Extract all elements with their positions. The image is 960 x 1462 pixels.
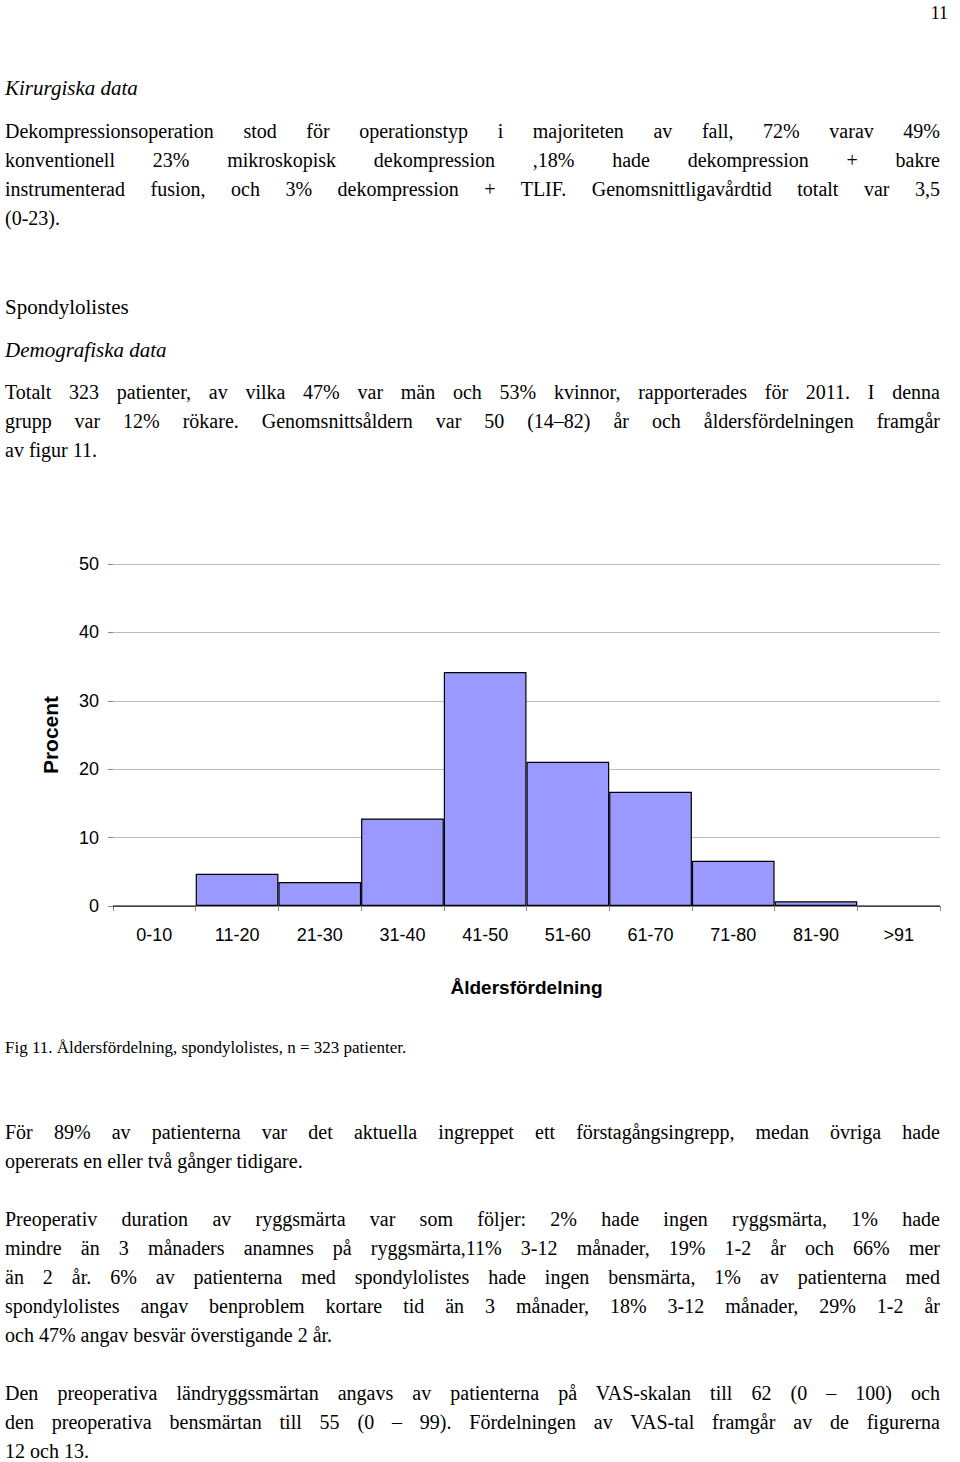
html-text:Demografiska data: Demografiska data [5, 338, 167, 362]
html-text:Kirurgiska data: Kirurgiska data [5, 76, 138, 100]
svg-text:10: 10 [79, 828, 99, 848]
svg-text:50: 50 [79, 554, 99, 574]
svg-text:11-20: 11-20 [215, 925, 260, 945]
html-text:instrumenterad fusion, och 3%: instrumenterad fusion, och 3% dekompress… [5, 178, 940, 200]
html-text:Fig 11. Åldersfördelning, spon: Fig 11. Åldersfördelning, spondylolistes… [5, 1038, 407, 1057]
html-text:(0-23).: (0-23). [5, 207, 60, 229]
html-text:Spondylolistes: Spondylolistes [5, 295, 129, 319]
html-text:opererats en eller två gånger: opererats en eller två gånger tidigare. [5, 1150, 303, 1172]
svg-text:31-40: 31-40 [379, 925, 425, 945]
html-text:den preoperativa bensmärtan ti: den preoperativa bensmärtan till 55 (0 –… [5, 1411, 940, 1433]
html-text:mindre än 3 månaders anamnes p: mindre än 3 månaders anamnes på ryggsmär… [5, 1237, 940, 1259]
html-text:11: 11 [930, 3, 948, 23]
svg-text:71-80: 71-80 [710, 925, 756, 945]
html-text:Totalt 323 patienter, av vilka: Totalt 323 patienter, av vilka 47% var m… [5, 381, 940, 403]
html-text:grupp var 12% rökare. Genomsni: grupp var 12% rökare. Genomsnittsåldern … [5, 410, 940, 432]
html-text:av figur 11.: av figur 11. [5, 439, 97, 461]
html-text:12 och 13.: 12 och 13. [5, 1440, 89, 1462]
svg-text:20: 20 [79, 759, 99, 779]
html-text:och 47% angav besvär överstiga: och 47% angav besvär överstigande 2 år. [5, 1324, 333, 1346]
html-text:Dekompressionsoperation stod f: Dekompressionsoperation stod för operati… [5, 120, 940, 142]
svg-text:0-10: 0-10 [136, 925, 172, 945]
svg-text:81-90: 81-90 [793, 925, 839, 945]
svg-text:30: 30 [79, 691, 99, 711]
html-text:spondylolistes angav benproble: spondylolistes angav benproblem kortare … [5, 1295, 940, 1317]
svg-text:>91: >91 [883, 925, 914, 945]
svg-text:0: 0 [89, 896, 99, 916]
html-text:än 2 år. 6% av patienterna med: än 2 år. 6% av patienterna med spondylol… [5, 1266, 940, 1288]
svg-text:21-30: 21-30 [297, 925, 343, 945]
svg-text:40: 40 [79, 622, 99, 642]
html-text:För 89% av patienterna var det: För 89% av patienterna var det aktuella … [5, 1121, 940, 1143]
svg-text:Procent: Procent [39, 696, 62, 774]
svg-text:Åldersfördelning: Åldersfördelning [450, 977, 602, 998]
svg-text:61-70: 61-70 [628, 925, 674, 945]
svg-text:51-60: 51-60 [545, 925, 591, 945]
svg-text:41-50: 41-50 [462, 925, 508, 945]
html-text:Den preoperativa ländryggssmär: Den preoperativa ländryggssmärtan angavs… [5, 1382, 940, 1404]
html-text:konventionell 23% mikroskopisk: konventionell 23% mikroskopisk dekompres… [5, 149, 940, 171]
html-text:Preoperativ duration av ryggsm: Preoperativ duration av ryggsmärta var s… [5, 1208, 940, 1230]
